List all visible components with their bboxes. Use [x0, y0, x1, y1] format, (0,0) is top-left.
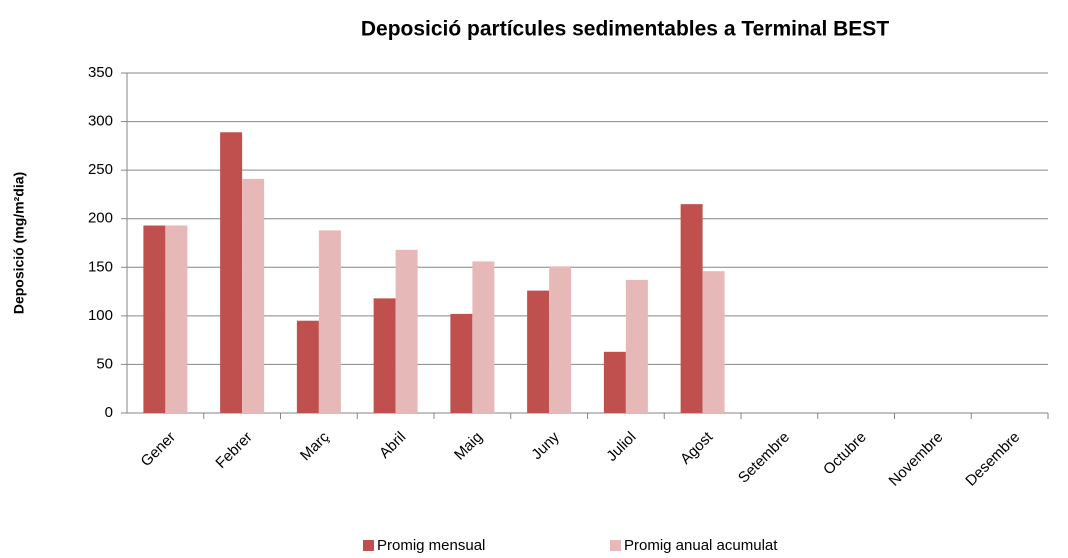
x-tick-label: Gener — [138, 429, 180, 471]
bar — [549, 266, 572, 413]
bar — [143, 225, 166, 413]
legend-label: Promig anual acumulat — [624, 537, 778, 554]
y-tick-label: 0 — [105, 404, 113, 421]
y-tick-label: 300 — [88, 113, 113, 130]
bar — [373, 298, 396, 413]
x-tick-label: Novembre — [886, 429, 947, 490]
legend-swatch — [610, 540, 621, 551]
x-tick-label: Maig — [451, 429, 486, 464]
x-tick-label: Desembre — [962, 429, 1023, 490]
bar — [395, 249, 418, 413]
legend-swatch — [363, 540, 374, 551]
y-axis-label: Deposició (mg/m²dia) — [11, 172, 27, 314]
bar — [242, 178, 265, 413]
x-tick-label: Setembre — [735, 429, 793, 487]
bar — [603, 351, 626, 413]
x-tick-label: Octubre — [820, 429, 870, 479]
x-tick-label: Agost — [677, 428, 717, 468]
bar — [165, 225, 188, 413]
x-tick-label: Març — [297, 428, 333, 464]
y-tick-label: 250 — [88, 161, 113, 178]
legend-label: Promig mensual — [377, 537, 485, 554]
x-tick-label: Febrer — [212, 429, 255, 472]
bar — [680, 204, 703, 413]
bar — [296, 320, 319, 413]
x-tick-label: Juliol — [603, 429, 639, 465]
x-tick-label: Juny — [528, 428, 563, 463]
bar — [625, 279, 648, 413]
y-tick-label: 50 — [96, 355, 113, 372]
bar — [450, 313, 473, 413]
bar — [472, 261, 495, 413]
x-tick-label: Abril — [376, 429, 409, 462]
chart-title: Deposició partícules sedimentables a Ter… — [361, 18, 889, 41]
y-tick-label: 100 — [88, 307, 113, 324]
y-tick-label: 150 — [88, 258, 113, 275]
y-tick-label: 350 — [88, 64, 113, 81]
bar — [527, 290, 550, 413]
y-tick-label: 200 — [88, 210, 113, 227]
bar — [318, 230, 341, 413]
bar — [220, 132, 243, 413]
bar — [702, 271, 725, 413]
